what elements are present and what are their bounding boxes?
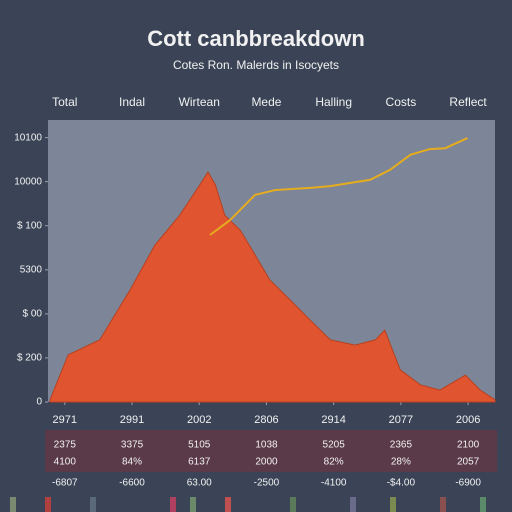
x-tick-label: 2971	[53, 414, 77, 426]
y-tick-label: 10000	[14, 176, 42, 187]
x-tick-label: 2991	[120, 414, 144, 426]
table-cell: -4100	[321, 478, 347, 489]
area	[49, 171, 496, 403]
decor-bar	[90, 497, 96, 512]
table-cell: 2000	[255, 457, 278, 468]
table-cell: 28%	[391, 457, 411, 468]
y-tick-label: $ 100	[17, 220, 42, 231]
decor-bar	[350, 497, 356, 512]
decor-bar	[225, 497, 231, 512]
column-header: Mede	[251, 95, 281, 109]
chart-subtitle: Cotes Ron. Malerds in Isocyets	[173, 58, 339, 72]
x-tick-label: 2077	[389, 414, 413, 426]
table-cell: -6807	[52, 478, 78, 489]
x-tick-label: 2002	[187, 414, 211, 426]
column-header: Wirtean	[179, 95, 220, 109]
table-cell: 2365	[390, 440, 413, 451]
decor-bar	[45, 497, 51, 512]
table-cell: 63.00	[187, 478, 212, 489]
table-cell: 2100	[457, 440, 480, 451]
column-header: Indal	[119, 95, 145, 109]
y-tick-label: 10100	[14, 132, 42, 143]
table-cell: 2057	[457, 457, 480, 468]
column-header: Halling	[315, 95, 352, 109]
table-cell: 5105	[188, 440, 211, 451]
table-cell: -$4.00	[387, 478, 416, 489]
table-cell: -2500	[254, 478, 280, 489]
x-tick-label: 2006	[456, 414, 480, 426]
decor-bars	[10, 497, 486, 512]
table-band	[45, 430, 497, 472]
decor-bar	[290, 497, 296, 512]
table-cell: 5205	[323, 440, 346, 451]
table-cell: -6900	[455, 478, 481, 489]
decor-bar	[440, 497, 446, 512]
y-tick-label: $ 00	[23, 309, 43, 320]
table-cell: 1038	[255, 440, 278, 451]
y-tick-label: 5300	[20, 264, 43, 275]
column-header: Reflect	[449, 95, 487, 109]
y-tick-label: 0	[36, 397, 42, 408]
table-cell: 6137	[188, 457, 211, 468]
line	[209, 137, 468, 236]
column-header: Total	[52, 95, 77, 109]
table-cell: 3375	[121, 440, 144, 451]
decor-bar	[190, 497, 196, 512]
table-cell: 82%	[324, 457, 344, 468]
x-tick-label: 2914	[321, 414, 345, 426]
x-tick-label: 2806	[254, 414, 278, 426]
decor-bar	[480, 497, 486, 512]
table-cell: 2375	[54, 440, 77, 451]
table-cell: 84%	[122, 457, 142, 468]
decor-bar	[10, 497, 16, 512]
chart-title: Cott canbbreakdown	[147, 26, 365, 51]
table-cell: 4100	[54, 457, 77, 468]
decor-bar	[390, 497, 396, 512]
decor-bar	[170, 497, 176, 512]
column-header: Costs	[386, 95, 417, 109]
y-tick-label: $ 200	[17, 353, 42, 364]
table-cell: -6600	[119, 478, 145, 489]
